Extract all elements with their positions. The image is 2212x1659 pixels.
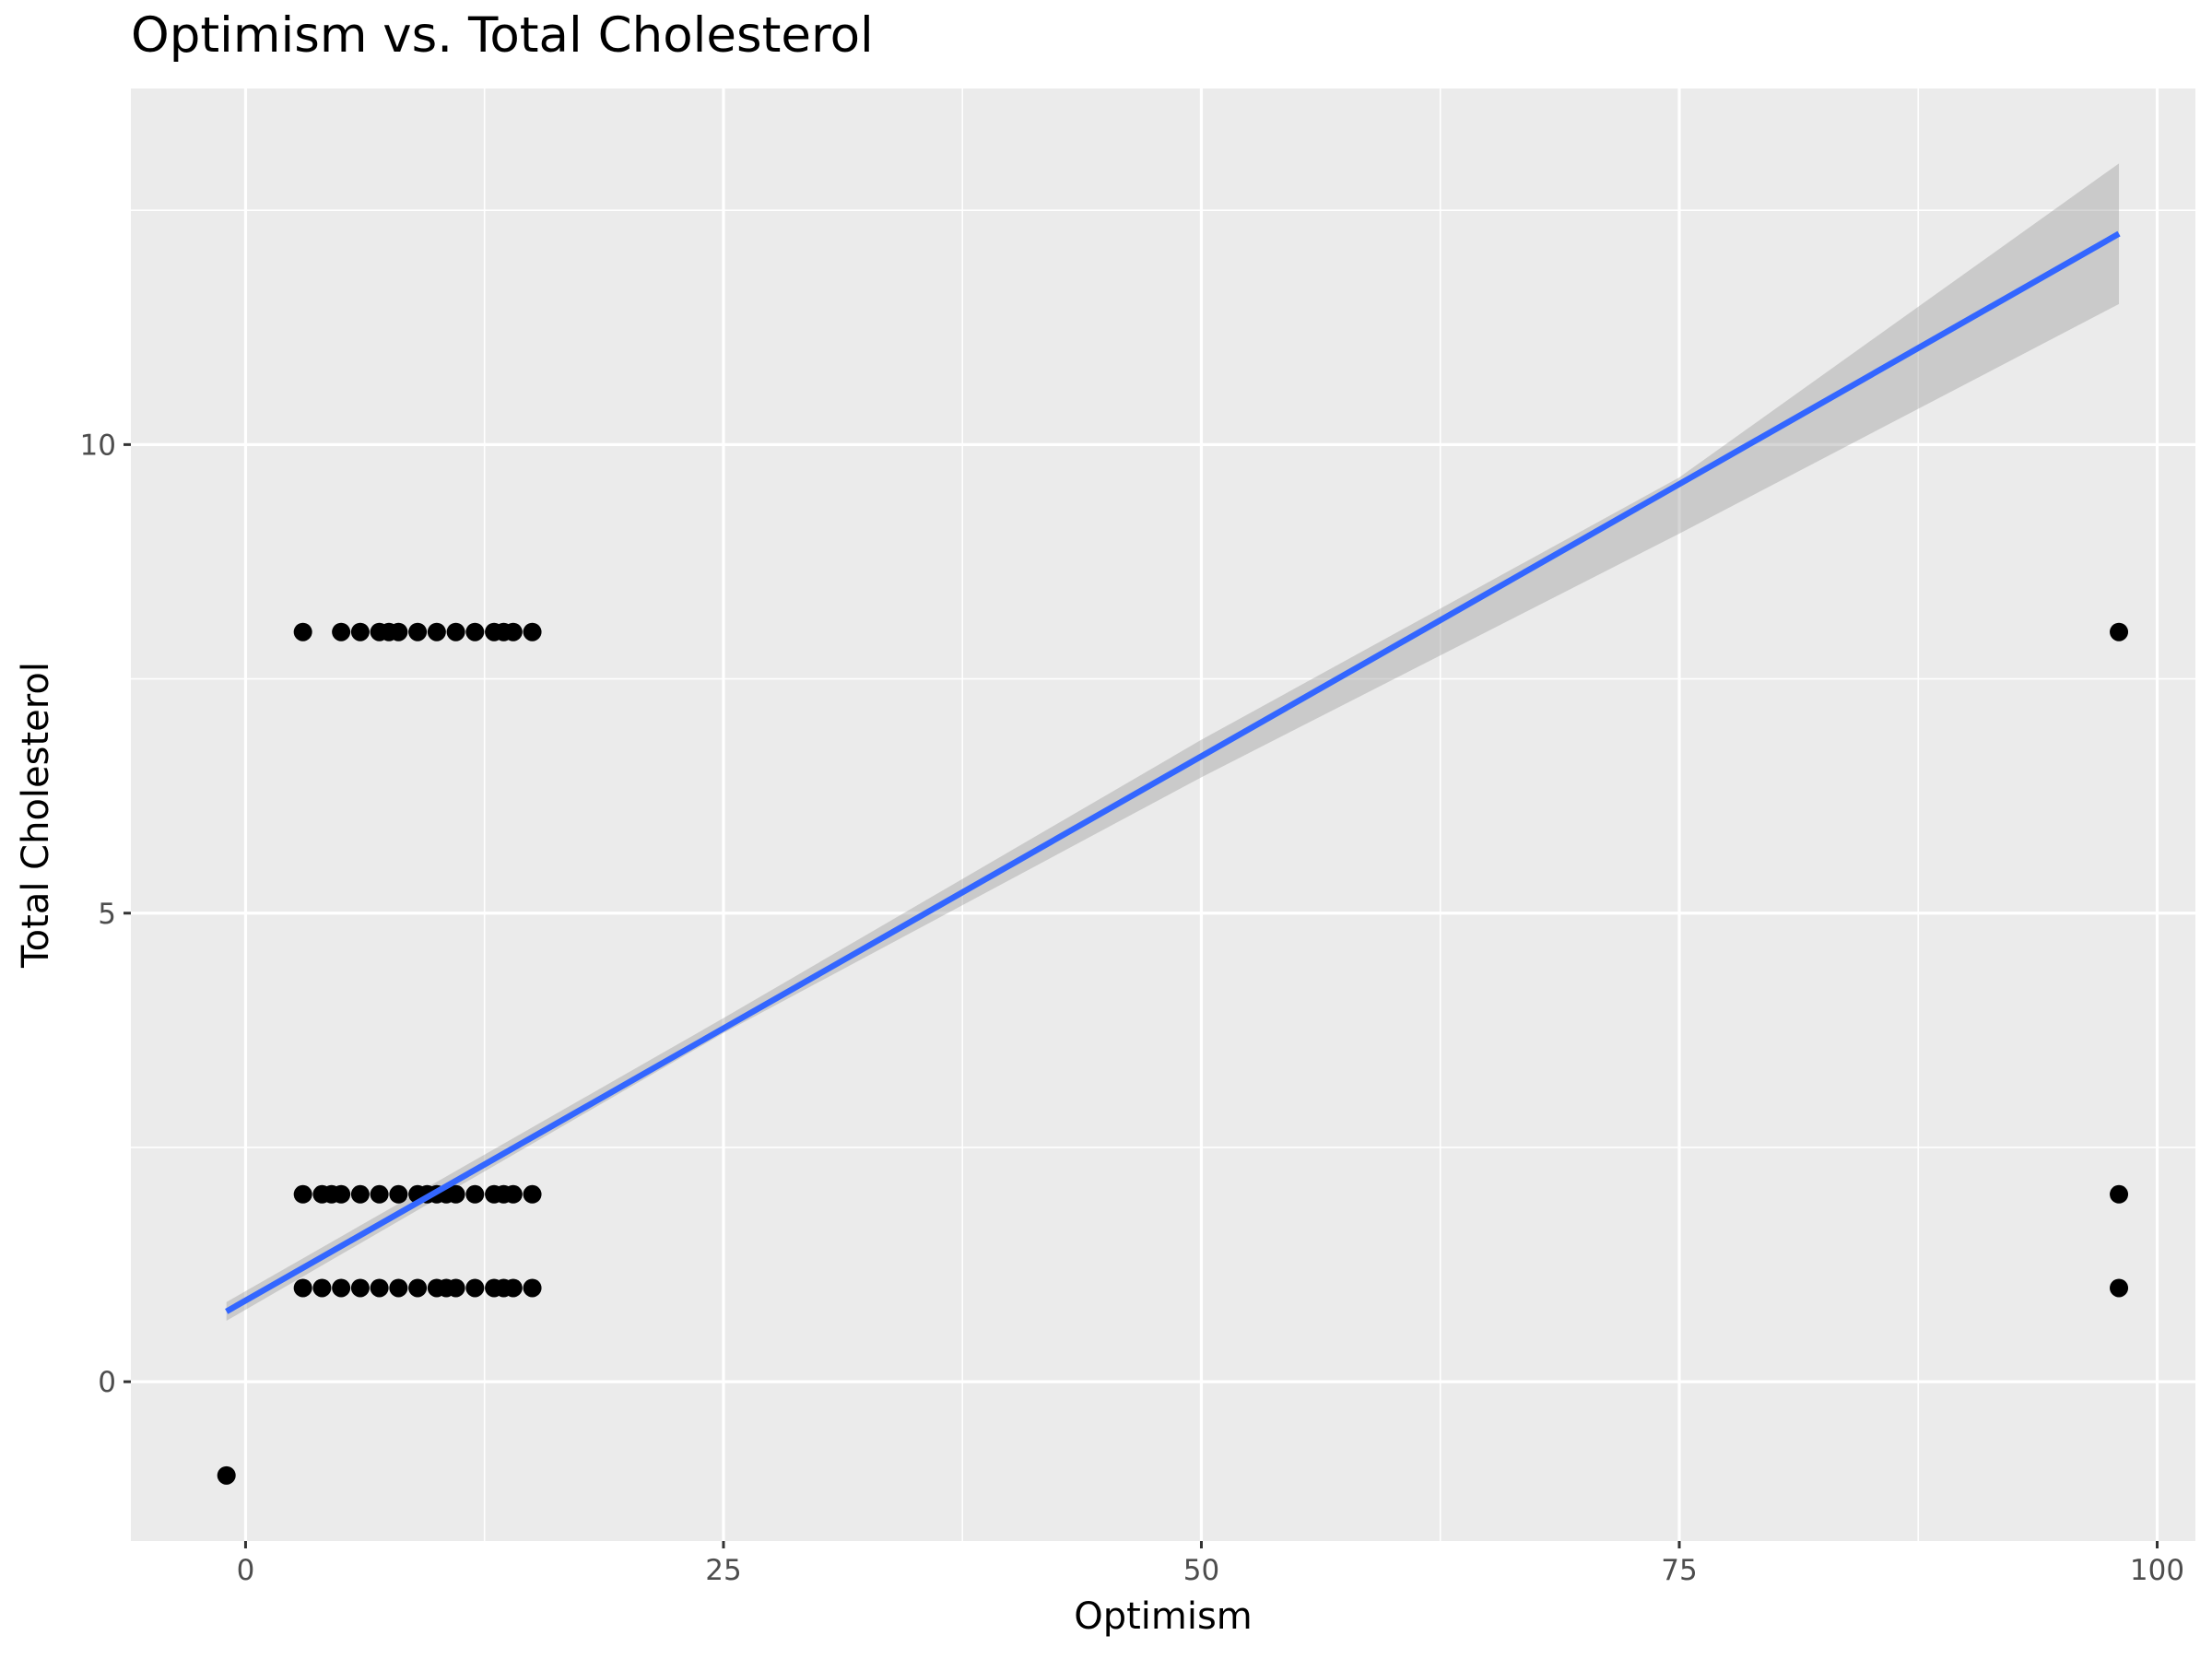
minor-gridlines	[131, 88, 2195, 1541]
y-tick-label: 10	[80, 429, 116, 462]
data-point	[389, 1278, 408, 1298]
data-point	[427, 622, 446, 641]
x-tick-label: 50	[1183, 1554, 1219, 1587]
x-tick-label: 100	[2130, 1554, 2184, 1587]
data-point	[332, 1278, 351, 1298]
x-tick-label: 75	[1661, 1554, 1697, 1587]
data-point	[2110, 1184, 2129, 1204]
data-point	[293, 1184, 312, 1204]
data-point	[217, 1465, 236, 1485]
axes-layer: 0 25 50 75 100 0 5 10	[80, 429, 2185, 1587]
data-point	[332, 1184, 351, 1204]
x-axis-title: Optimism	[1074, 1595, 1253, 1638]
data-point	[2110, 1278, 2129, 1298]
data-point	[446, 1184, 465, 1204]
data-point	[332, 622, 351, 641]
regression-line	[225, 230, 2121, 1314]
data-point	[2110, 622, 2129, 641]
data-point	[370, 1278, 389, 1298]
data-point	[503, 1278, 523, 1298]
data-point	[465, 622, 485, 641]
plot-panel	[131, 88, 2195, 1541]
data-point	[523, 622, 542, 641]
major-gridlines	[131, 88, 2195, 1541]
data-point	[523, 1278, 542, 1298]
data-point	[503, 1184, 523, 1204]
chart-title: Optimism vs. Total Cholesterol	[131, 7, 874, 64]
data-point	[503, 622, 523, 641]
y-axis-title: Total Cholesterol	[15, 662, 57, 969]
data-point	[293, 1278, 312, 1298]
data-point	[408, 622, 428, 641]
data-point	[523, 1184, 542, 1204]
data-point	[446, 622, 465, 641]
fit-line-layer	[225, 230, 2121, 1314]
data-point	[350, 1184, 370, 1204]
data-point	[465, 1184, 485, 1204]
data-point	[408, 1278, 428, 1298]
data-point	[446, 1278, 465, 1298]
y-tick-label: 5	[98, 898, 116, 931]
data-point	[350, 622, 370, 641]
data-point	[312, 1278, 332, 1298]
data-point	[293, 622, 312, 641]
data-point	[389, 1184, 408, 1204]
data-point	[465, 1278, 485, 1298]
data-point	[350, 1278, 370, 1298]
data-point	[389, 622, 408, 641]
x-tick-label: 0	[237, 1554, 255, 1587]
x-tick-label: 25	[705, 1554, 741, 1587]
y-tick-label: 0	[98, 1366, 116, 1399]
points-layer	[217, 622, 2129, 1485]
data-point	[370, 1184, 389, 1204]
